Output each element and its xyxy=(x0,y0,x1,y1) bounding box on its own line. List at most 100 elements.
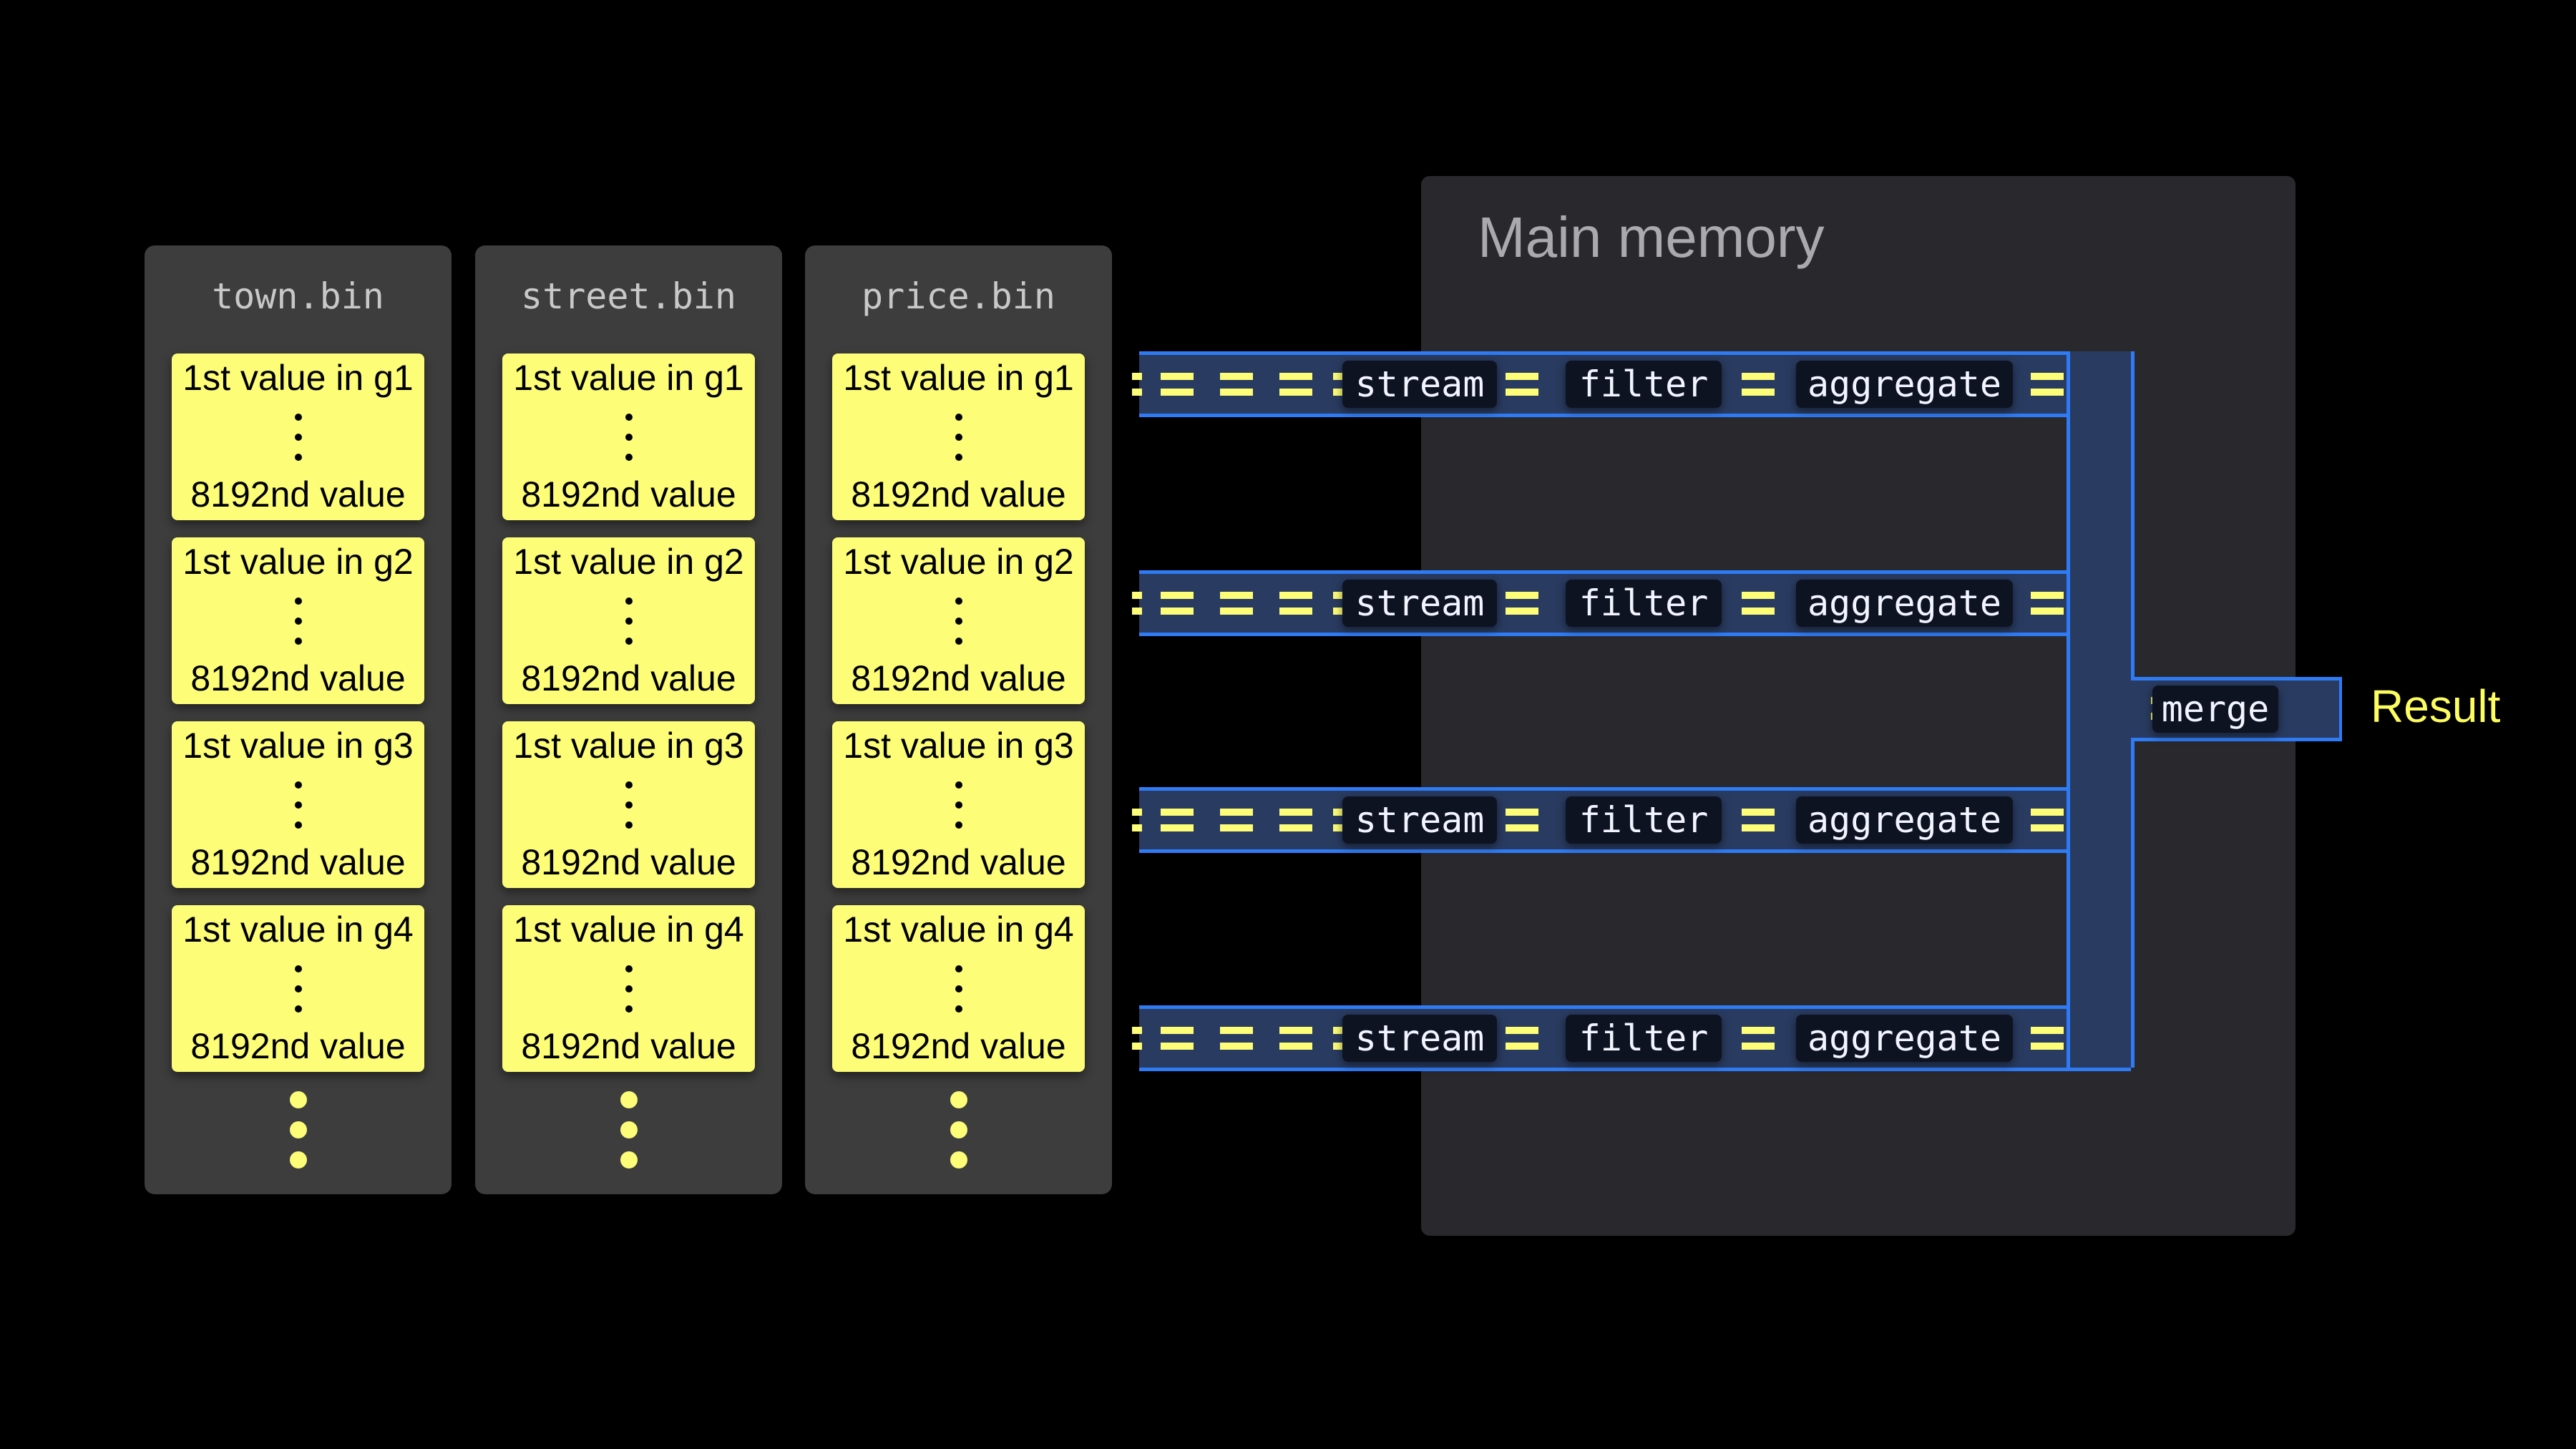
flow-marker xyxy=(1333,592,1343,615)
granule-first-value: 1st value in g1 xyxy=(182,358,414,398)
dot xyxy=(620,1121,638,1138)
vertical-ellipsis-icon xyxy=(955,597,962,658)
flow-marker xyxy=(2031,809,2064,831)
dot xyxy=(955,965,962,972)
vertical-ellipsis-icon xyxy=(955,781,962,841)
granule-block: 1st value in g1 8192nd value xyxy=(832,353,1085,520)
dot xyxy=(955,434,962,441)
dot xyxy=(294,1005,302,1013)
more-granules-ellipsis-icon xyxy=(289,1091,307,1181)
pipeline-lane: stream filter aggregate xyxy=(1132,570,2131,636)
dot xyxy=(294,821,302,829)
granule-block: 1st value in g2 8192nd value xyxy=(832,537,1085,704)
dot xyxy=(955,597,962,605)
dot xyxy=(955,454,962,461)
flow-marker xyxy=(1161,592,1194,615)
granule-last-value: 8192nd value xyxy=(521,658,736,698)
granule-first-value: 1st value in g3 xyxy=(843,726,1074,766)
stage-stream: stream xyxy=(1342,361,1497,408)
granule-last-value: 8192nd value xyxy=(521,1026,736,1066)
vertical-ellipsis-icon xyxy=(625,597,633,658)
granule-first-value: 1st value in g1 xyxy=(843,358,1074,398)
stage-filter: filter xyxy=(1566,1015,1722,1062)
flow-marker xyxy=(1742,373,1775,396)
flow-marker xyxy=(1220,373,1253,396)
dot xyxy=(294,781,302,789)
stage-aggregate: aggregate xyxy=(1796,361,2013,408)
flow-marker xyxy=(1132,373,1142,396)
granule-first-value: 1st value in g4 xyxy=(513,909,744,950)
granule-last-value: 8192nd value xyxy=(190,474,406,514)
stage-filter: filter xyxy=(1566,580,1722,627)
granule-first-value: 1st value in g3 xyxy=(513,726,744,766)
dot xyxy=(950,1091,967,1108)
dot xyxy=(625,597,633,605)
stage-aggregate: aggregate xyxy=(1796,580,2013,627)
dot xyxy=(625,454,633,461)
granule-block: 1st value in g1 8192nd value xyxy=(502,353,755,520)
flow-marker xyxy=(2031,592,2064,615)
vertical-ellipsis-icon xyxy=(294,597,302,658)
dot xyxy=(625,618,633,625)
more-granules-ellipsis-icon xyxy=(620,1091,638,1181)
flow-marker xyxy=(1333,1027,1343,1050)
file-panel: street.bin 1st value in g1 8192nd value 1st… xyxy=(475,245,782,1194)
dot xyxy=(289,1121,307,1138)
dot xyxy=(955,801,962,809)
dot xyxy=(955,638,962,645)
vertical-ellipsis-icon xyxy=(294,965,302,1025)
dot xyxy=(955,414,962,421)
granule-last-value: 8192nd value xyxy=(190,1026,406,1066)
dot xyxy=(955,781,962,789)
flow-marker xyxy=(1132,592,1142,615)
vertical-ellipsis-icon xyxy=(625,965,633,1025)
dot xyxy=(950,1151,967,1169)
vertical-ellipsis-icon xyxy=(955,414,962,474)
granule-block: 1st value in g4 8192nd value xyxy=(832,905,1085,1072)
flow-marker xyxy=(1742,809,1775,831)
flow-marker xyxy=(1161,373,1194,396)
dot xyxy=(955,1005,962,1013)
stage-aggregate: aggregate xyxy=(1796,796,2013,844)
granule-last-value: 8192nd value xyxy=(851,474,1066,514)
vertical-ellipsis-icon xyxy=(294,414,302,474)
flow-marker xyxy=(1742,592,1775,615)
file-panel: price.bin 1st value in g1 8192nd value 1st … xyxy=(805,245,1112,1194)
flow-marker xyxy=(1132,809,1142,831)
granule-first-value: 1st value in g3 xyxy=(182,726,414,766)
flow-marker xyxy=(1220,592,1253,615)
granule-last-value: 8192nd value xyxy=(851,1026,1066,1066)
merge-stage: merge xyxy=(2152,686,2278,733)
granule-last-value: 8192nd value xyxy=(521,842,736,882)
stage-stream: stream xyxy=(1342,1015,1497,1062)
file-name: town.bin xyxy=(212,275,384,317)
pipeline-lane: stream filter aggregate xyxy=(1132,1005,2131,1071)
file-name: price.bin xyxy=(862,275,1055,317)
granule-first-value: 1st value in g4 xyxy=(843,909,1074,950)
stage-filter: filter xyxy=(1566,796,1722,844)
file-name: street.bin xyxy=(520,275,737,317)
flow-marker xyxy=(2031,1027,2064,1050)
stage-aggregate: aggregate xyxy=(1796,1015,2013,1062)
dot xyxy=(625,434,633,441)
flow-marker xyxy=(1279,592,1312,615)
flow-marker xyxy=(1279,373,1312,396)
merge-connector-pipe xyxy=(2067,351,2135,1068)
stage-filter: filter xyxy=(1566,361,1722,408)
flow-marker xyxy=(1506,373,1538,396)
dot xyxy=(625,781,633,789)
vertical-ellipsis-icon xyxy=(294,781,302,841)
flow-marker xyxy=(2031,373,2064,396)
granule-block: 1st value in g3 8192nd value xyxy=(172,721,424,888)
flow-marker xyxy=(1333,809,1343,831)
pipeline-lane: stream filter aggregate xyxy=(1132,787,2131,853)
flow-marker xyxy=(1506,1027,1538,1050)
granule-block: 1st value in g1 8192nd value xyxy=(172,353,424,520)
flow-marker xyxy=(1506,809,1538,831)
granule-last-value: 8192nd value xyxy=(190,658,406,698)
granule-block: 1st value in g3 8192nd value xyxy=(502,721,755,888)
dot xyxy=(294,434,302,441)
dot xyxy=(955,618,962,625)
dot xyxy=(294,985,302,992)
file-panel: town.bin 1st value in g1 8192nd value 1st v… xyxy=(145,245,452,1194)
